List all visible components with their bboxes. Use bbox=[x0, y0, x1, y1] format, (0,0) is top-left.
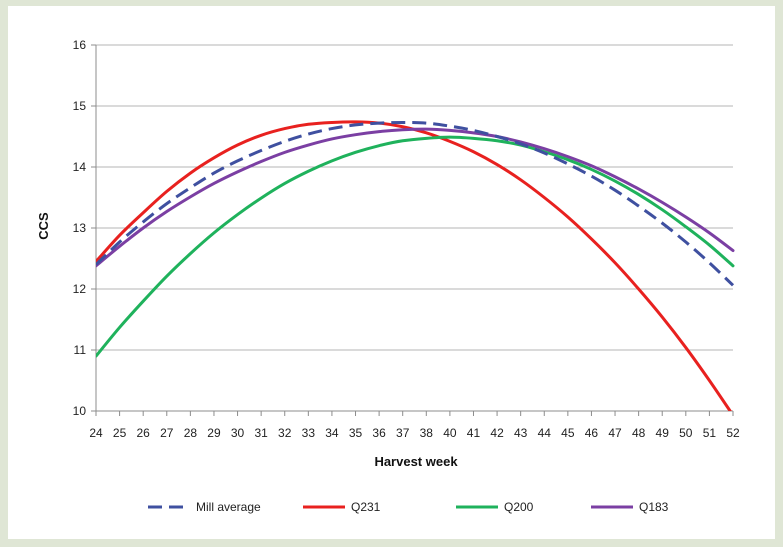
x-tick-label: 33 bbox=[302, 426, 316, 440]
series-line-q183 bbox=[96, 127, 735, 268]
series-line-q200 bbox=[96, 135, 735, 358]
x-tick-label: 44 bbox=[538, 426, 552, 440]
y-tick-label: 16 bbox=[73, 38, 87, 52]
x-tick-label: 51 bbox=[703, 426, 717, 440]
legend-label: Q231 bbox=[351, 500, 381, 514]
series-line-q231 bbox=[96, 120, 732, 411]
x-tick-label: 52 bbox=[726, 426, 740, 440]
x-tick-label: 46 bbox=[585, 426, 599, 440]
x-tick-label: 37 bbox=[396, 426, 410, 440]
x-tick-label: 48 bbox=[632, 426, 646, 440]
legend: Mill average Q231 Q200 Q183 bbox=[148, 500, 669, 514]
y-tick-label: 13 bbox=[73, 221, 87, 235]
x-tick-label: 43 bbox=[514, 426, 528, 440]
x-tick-label: 32 bbox=[278, 426, 292, 440]
gridlines bbox=[96, 44, 733, 412]
x-tick-label: 45 bbox=[561, 426, 575, 440]
y-tick-label: 14 bbox=[73, 160, 87, 174]
x-tick-label: 50 bbox=[679, 426, 693, 440]
y-axis-title: CCS bbox=[36, 212, 51, 240]
x-tick-label: 29 bbox=[207, 426, 221, 440]
y-tick-label: 12 bbox=[73, 282, 87, 296]
x-tick-label: 24 bbox=[89, 426, 103, 440]
x-tick-label: 31 bbox=[254, 426, 268, 440]
chart-frame: 10 11 12 13 14 15 16 24 25 26 27 28 29 30 31 32 33 34 35 36… bbox=[8, 6, 775, 539]
legend-label: Q183 bbox=[639, 500, 669, 514]
x-tick-label: 42 bbox=[490, 426, 504, 440]
x-axis-title: Harvest week bbox=[374, 454, 458, 469]
legend-label: Q200 bbox=[504, 500, 534, 514]
x-tick-label: 35 bbox=[349, 426, 363, 440]
y-tick-label: 10 bbox=[73, 404, 87, 418]
y-tick-label: 15 bbox=[73, 99, 87, 113]
axes: 10 11 12 13 14 15 16 24 25 26 27 28 29 30 31 32 33 34 35 36… bbox=[73, 38, 740, 440]
x-tick-label: 34 bbox=[325, 426, 339, 440]
x-tick-label: 28 bbox=[184, 426, 198, 440]
x-tick-label: 26 bbox=[137, 426, 151, 440]
x-tick-label: 38 bbox=[420, 426, 434, 440]
x-tick-label: 36 bbox=[372, 426, 386, 440]
line-chart: 10 11 12 13 14 15 16 24 25 26 27 28 29 30 31 32 33 34 35 36… bbox=[36, 38, 740, 514]
x-tick-label: 49 bbox=[656, 426, 670, 440]
x-tick-label: 47 bbox=[608, 426, 622, 440]
x-tick-label: 27 bbox=[160, 426, 174, 440]
x-tick-label: 25 bbox=[113, 426, 127, 440]
x-tick-label: 40 bbox=[443, 426, 457, 440]
x-tick-label: 30 bbox=[231, 426, 245, 440]
x-tick-label: 41 bbox=[467, 426, 481, 440]
legend-label: Mill average bbox=[196, 500, 261, 514]
y-tick-label: 11 bbox=[74, 343, 87, 357]
series-lines bbox=[96, 120, 735, 411]
series-line-mill-average bbox=[96, 120, 735, 287]
